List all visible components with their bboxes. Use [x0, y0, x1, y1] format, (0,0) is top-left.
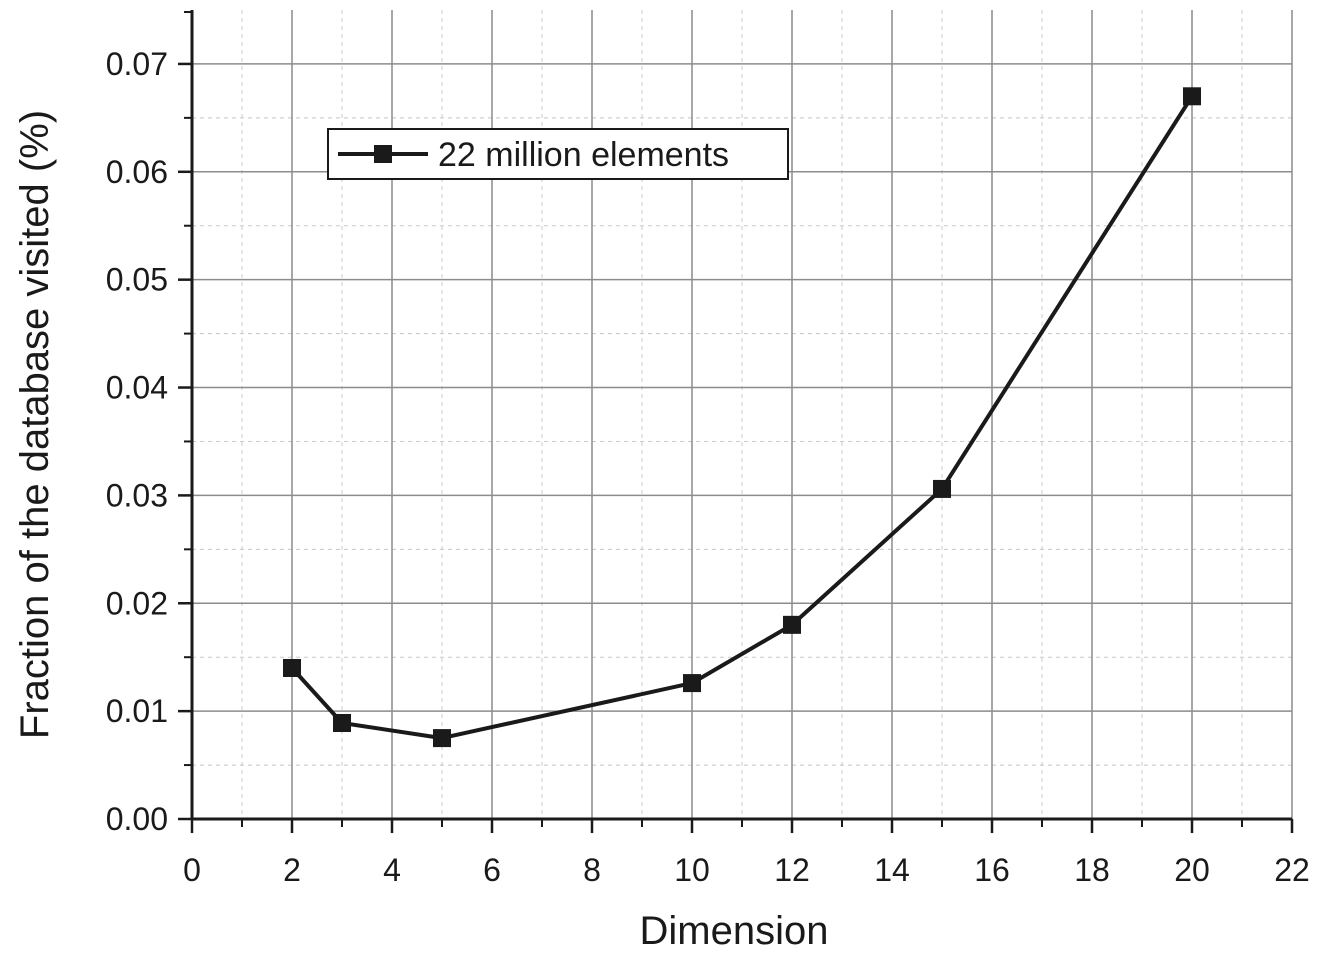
y-tick-label: 0.07 [106, 46, 168, 82]
data-point-marker [783, 615, 801, 634]
x-tick-label: 10 [674, 852, 710, 888]
x-tick-label: 6 [483, 852, 501, 888]
data-point-marker [933, 479, 951, 498]
major-grid [192, 10, 1293, 819]
data-point-marker [433, 729, 451, 748]
x-tick-label: 2 [283, 852, 301, 888]
y-tick-label: 0.02 [106, 585, 168, 621]
x-tick-label: 16 [974, 852, 1010, 888]
x-tick-label: 18 [1074, 852, 1110, 888]
data-point-marker [683, 674, 701, 693]
axis-ticks [178, 11, 1294, 833]
y-tick-label: 0.03 [106, 477, 168, 513]
y-tick-label: 0.06 [106, 154, 168, 190]
data-point-marker [333, 713, 351, 732]
data-point-marker [1183, 87, 1201, 106]
y-tick-label: 0.01 [106, 693, 168, 729]
x-tick-label: 14 [874, 852, 910, 888]
series-line [290, 95, 1194, 741]
legend-square-marker [374, 145, 392, 163]
x-tick-label: 0 [183, 852, 201, 888]
x-tick-label: 20 [1174, 852, 1210, 888]
data-point-marker [283, 658, 301, 677]
y-tick-labels: 0.00 0.01 0.02 0.03 0.04 0.05 0.06 0.07 [106, 46, 168, 837]
legend: 22 million elements [327, 128, 789, 180]
x-tick-label: 8 [583, 852, 601, 888]
series-layer [283, 87, 1201, 748]
x-tick-label: 4 [383, 852, 401, 888]
x-tick-label: 12 [774, 852, 810, 888]
y-axis-title: Fraction of the database visited (%) [13, 110, 57, 739]
x-tick-labels: 0 2 4 6 8 10 12 14 16 18 20 22 [183, 852, 1310, 888]
minor-grid [192, 10, 1292, 819]
y-tick-label: 0.04 [106, 370, 168, 406]
y-tick-label: 0.00 [106, 801, 168, 837]
x-axis-title: Dimension [640, 909, 829, 953]
legend-label: 22 million elements [438, 136, 729, 174]
y-tick-label: 0.05 [106, 262, 168, 298]
x-tick-label: 22 [1274, 852, 1310, 888]
